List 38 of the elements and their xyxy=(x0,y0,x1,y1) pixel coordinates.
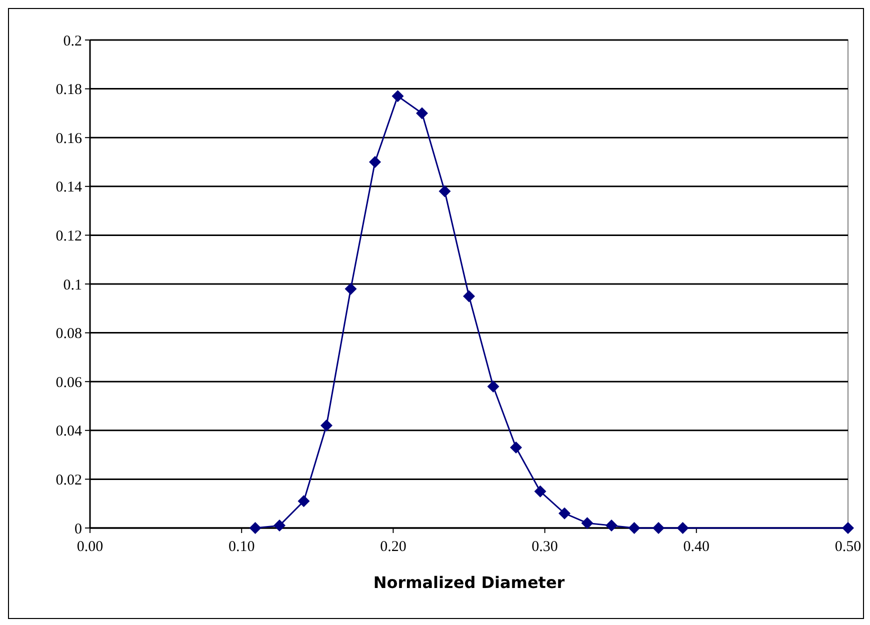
x-tick-label: 0.50 xyxy=(834,539,862,555)
point xyxy=(842,522,854,534)
point xyxy=(606,520,618,532)
point xyxy=(510,441,522,454)
point xyxy=(581,517,594,530)
point xyxy=(438,185,451,198)
point xyxy=(463,290,475,302)
y-tick-label: 0.12 xyxy=(56,228,82,244)
x-tick-label: 0.10 xyxy=(228,539,255,555)
y-tick-label: 0 xyxy=(74,521,82,538)
y-tick-label: 0.02 xyxy=(56,472,82,488)
point xyxy=(320,420,332,432)
y-tick-label: 0.04 xyxy=(56,424,82,440)
point xyxy=(628,522,640,534)
point xyxy=(416,107,428,120)
point xyxy=(652,522,664,534)
point xyxy=(298,495,310,508)
point xyxy=(534,485,546,498)
y-tick-label: 0.2 xyxy=(63,33,82,50)
x-tick-label: 0.40 xyxy=(683,539,710,555)
y-tick-label: 0.14 xyxy=(56,180,82,196)
point xyxy=(249,522,262,534)
y-tick-label: 0.1 xyxy=(63,277,82,294)
point xyxy=(369,156,382,168)
y-tick-label: 0.08 xyxy=(56,326,82,342)
x-axis-title: Normalized Diameter xyxy=(373,573,565,592)
point xyxy=(487,380,500,392)
point xyxy=(392,90,404,102)
x-tick-label: 0.30 xyxy=(532,539,558,555)
y-tick-label: 0.18 xyxy=(56,82,82,98)
x-tick-label: 0.00 xyxy=(76,539,104,555)
point xyxy=(676,522,689,534)
y-tick-label: 0.16 xyxy=(56,130,82,147)
y-tick-label: 0.06 xyxy=(56,374,82,391)
point xyxy=(558,507,571,520)
point xyxy=(274,520,286,532)
x-tick-label: 0.20 xyxy=(380,539,406,555)
point xyxy=(344,282,357,295)
